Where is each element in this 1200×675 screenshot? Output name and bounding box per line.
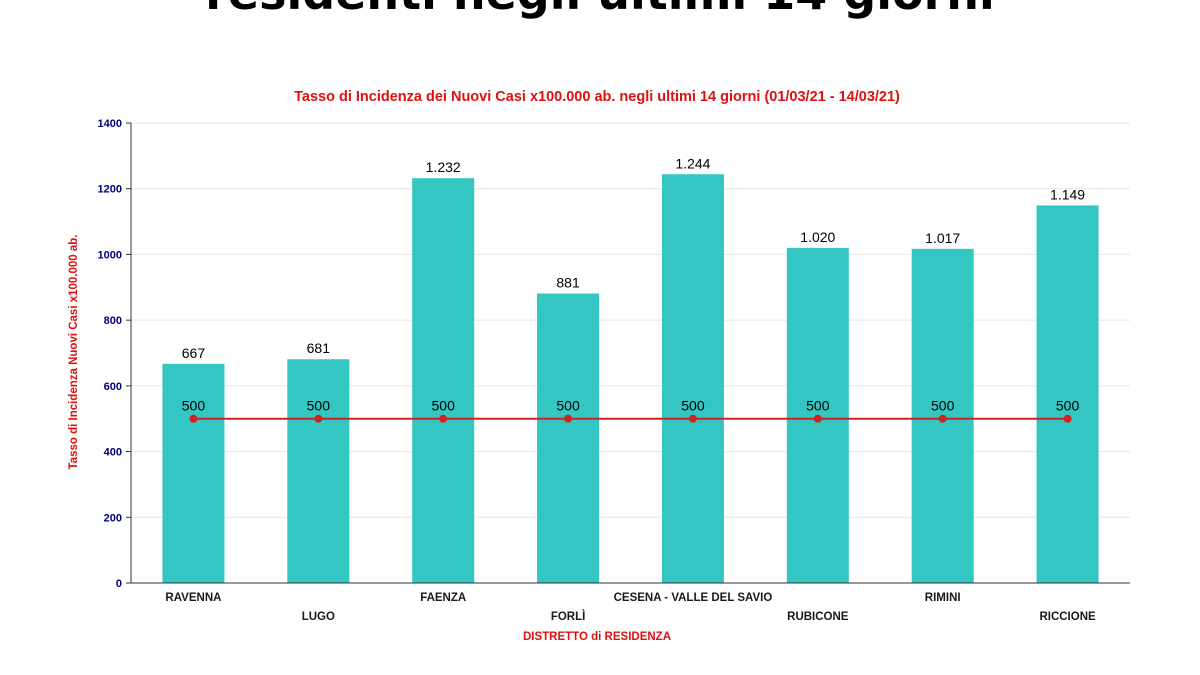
reference-point — [314, 414, 323, 423]
y-tick-label: 1200 — [98, 184, 122, 196]
bar-value-label: 667 — [182, 345, 206, 361]
bar — [661, 174, 724, 583]
x-category-label: RIMINI — [925, 592, 961, 604]
y-axis-title: Tasso di Incidenza Nuovi Casi x100.000 a… — [68, 235, 80, 470]
y-tick-label: 1400 — [98, 118, 122, 130]
reference-value-label: 500 — [432, 398, 456, 414]
bar — [162, 363, 225, 583]
slide-heading: residenti negli ultimi 14 giorni — [0, 0, 1200, 20]
x-category-label: RUBICONE — [787, 611, 849, 623]
bar — [537, 293, 600, 583]
y-tick-label: 0 — [116, 578, 122, 590]
x-category-label: FAENZA — [420, 592, 466, 604]
x-category-label: CESENA - VALLE DEL SAVIO — [614, 592, 773, 604]
reference-value-label: 500 — [806, 398, 830, 414]
reference-point — [439, 414, 448, 423]
y-tick-label: 800 — [104, 315, 122, 327]
bar — [1036, 205, 1099, 583]
y-tick-label: 400 — [104, 447, 122, 459]
x-category-label: FORLÌ — [551, 610, 586, 623]
axes: 0 200 400 600 800 1000 1200 1400 RAVENNA LUGO FAEN… — [98, 118, 1130, 623]
reference-point — [813, 414, 822, 423]
reference-value-label: 500 — [931, 398, 955, 414]
bar — [287, 359, 350, 583]
reference-line — [189, 414, 1072, 423]
chart-title: Tasso di Incidenza dei Nuovi Casi x100.0… — [294, 89, 900, 105]
bar-value-label: 1.244 — [675, 155, 710, 171]
reference-value-label: 500 — [681, 398, 705, 414]
x-category-label: RAVENNA — [165, 592, 221, 604]
reference-value-label: 500 — [556, 398, 580, 414]
bar-value-label: 1.017 — [925, 230, 960, 246]
bar-value-label: 1.149 — [1050, 186, 1085, 202]
x-category-label: RICCIONE — [1039, 611, 1096, 623]
bars — [162, 174, 1099, 584]
reference-point — [938, 414, 947, 423]
gridlines — [131, 122, 1130, 518]
reference-value-label: 500 — [182, 398, 206, 414]
reference-point — [1063, 414, 1072, 423]
reference-point — [688, 414, 697, 423]
y-tick-label: 200 — [104, 512, 122, 524]
bar-value-label: 1.020 — [800, 229, 835, 245]
bar-value-label: 1.232 — [426, 159, 461, 175]
x-category-label: LUGO — [302, 611, 335, 623]
y-tick-label: 1000 — [98, 249, 122, 261]
reference-point — [564, 414, 573, 423]
bar-value-label: 881 — [556, 275, 580, 291]
reference-point — [189, 414, 198, 423]
reference-value-label: 500 — [1056, 398, 1080, 414]
reference-value-label: 500 — [307, 398, 331, 414]
y-tick-label: 600 — [104, 381, 122, 393]
x-axis-title: DISTRETTO di RESIDENZA — [523, 631, 671, 643]
data-labels: 667 681 1.232 881 1.244 1.020 1.017 1.149 500 500… — [182, 155, 1086, 413]
bar — [412, 178, 475, 583]
bar-value-label: 681 — [307, 340, 331, 356]
